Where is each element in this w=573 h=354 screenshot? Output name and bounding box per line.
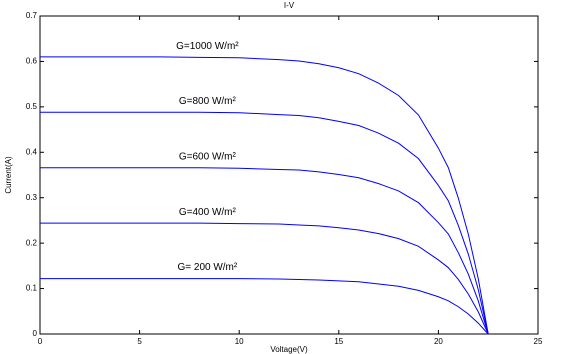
y-tick-label: 0.4 <box>26 147 38 156</box>
curve <box>40 167 489 335</box>
curve <box>40 222 489 335</box>
curve <box>40 111 489 335</box>
curve-label: G=600 W/m² <box>179 151 237 162</box>
x-tick-label: 20 <box>434 337 443 346</box>
y-tick-label: 0.6 <box>26 57 38 66</box>
curve-label: G=1000 W/m² <box>176 41 239 52</box>
y-tick-label: 0.2 <box>26 238 38 247</box>
x-tick-label: 5 <box>137 337 142 346</box>
curve-label: G=400 W/m² <box>179 207 237 218</box>
x-tick-label: 0 <box>38 337 43 346</box>
chart-title: I-V <box>284 1 295 10</box>
x-tick-label: 25 <box>534 337 543 346</box>
y-tick-label: 0.1 <box>26 284 38 293</box>
y-axis-label: Current(A) <box>4 156 13 194</box>
y-tick-label: 0 <box>33 329 38 338</box>
y-tick-label: 0.5 <box>26 102 38 111</box>
x-axis-label: Voltage(V) <box>270 345 308 354</box>
plot-frame <box>39 15 539 335</box>
curve-label: G= 200 W/m² <box>177 262 237 273</box>
x-tick-label: 10 <box>235 337 244 346</box>
curve-label: G=800 W/m² <box>179 96 237 107</box>
y-tick-label: 0.3 <box>26 193 38 202</box>
curve <box>40 278 489 335</box>
curve <box>40 56 489 335</box>
y-tick-label: 0.7 <box>26 11 38 20</box>
x-tick-label: 15 <box>334 337 343 346</box>
